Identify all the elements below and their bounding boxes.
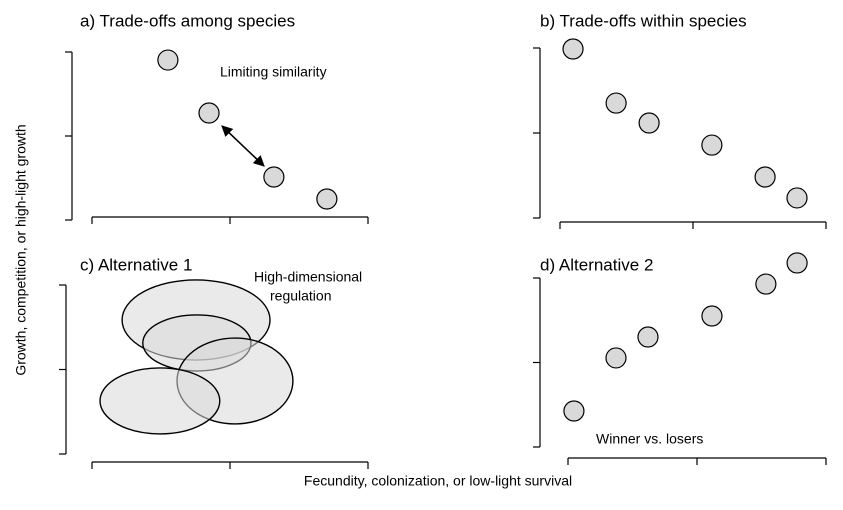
point bbox=[605, 347, 627, 369]
annotation: regulation bbox=[270, 288, 332, 304]
point bbox=[786, 252, 808, 274]
panel-title: d) Alternative 2 bbox=[540, 255, 653, 274]
annotation: Limiting similarity bbox=[220, 64, 327, 80]
point bbox=[754, 166, 776, 188]
annotation: Winner vs. losers bbox=[596, 431, 703, 447]
point bbox=[701, 134, 723, 156]
point bbox=[562, 38, 584, 60]
annotation: High-dimensional bbox=[254, 269, 362, 285]
point bbox=[605, 92, 627, 114]
panel-title: b) Trade-offs within species bbox=[540, 11, 747, 30]
panel-title: c) Alternative 1 bbox=[80, 255, 192, 274]
y-axis-label: Growth, competition, or high-light growt… bbox=[13, 124, 29, 375]
niche-ellipse bbox=[99, 367, 221, 435]
point bbox=[701, 305, 723, 327]
x-axis-label: Fecundity, colonization, or low-light su… bbox=[304, 473, 572, 489]
point bbox=[786, 187, 808, 209]
point bbox=[637, 326, 659, 348]
point bbox=[638, 112, 660, 134]
point bbox=[316, 188, 338, 210]
point bbox=[755, 273, 777, 295]
arrow bbox=[221, 125, 265, 167]
point bbox=[157, 49, 179, 71]
point bbox=[263, 166, 285, 188]
panel-title: a) Trade-offs among species bbox=[80, 11, 295, 30]
point bbox=[563, 400, 585, 422]
point bbox=[198, 102, 220, 124]
